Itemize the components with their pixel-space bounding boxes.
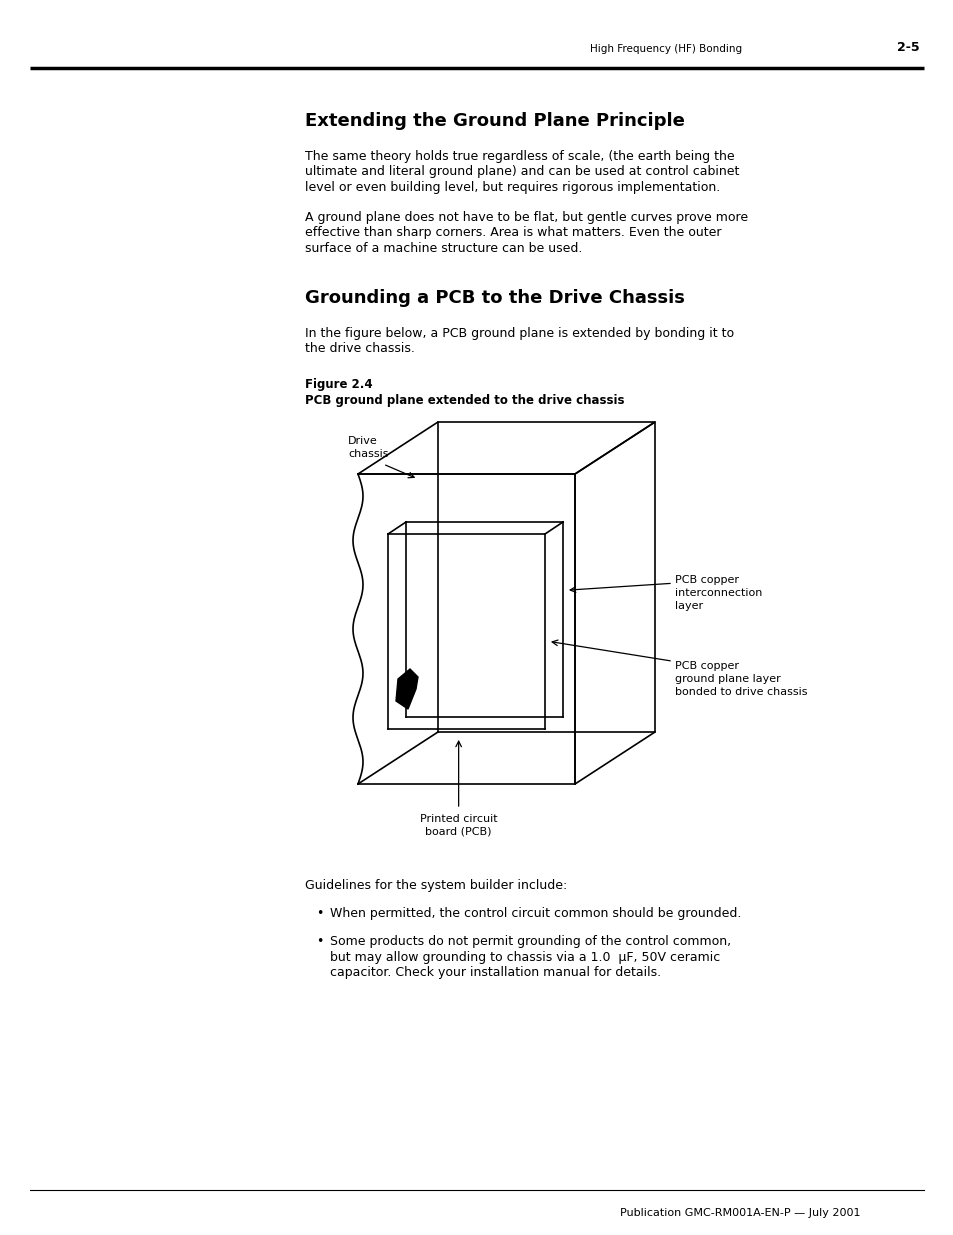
- Text: layer: layer: [675, 601, 702, 611]
- Text: High Frequency (HF) Bonding: High Frequency (HF) Bonding: [589, 44, 741, 54]
- Text: Grounding a PCB to the Drive Chassis: Grounding a PCB to the Drive Chassis: [305, 289, 684, 308]
- Text: The same theory holds true regardless of scale, (the earth being the: The same theory holds true regardless of…: [305, 149, 734, 163]
- Text: ultimate and literal ground plane) and can be used at control cabinet: ultimate and literal ground plane) and c…: [305, 165, 739, 179]
- Text: Extending the Ground Plane Principle: Extending the Ground Plane Principle: [305, 112, 684, 130]
- Text: •: •: [315, 906, 323, 920]
- Polygon shape: [395, 669, 417, 709]
- Text: bonded to drive chassis: bonded to drive chassis: [675, 687, 806, 698]
- Text: PCB copper: PCB copper: [675, 576, 739, 585]
- Text: Drive: Drive: [348, 436, 377, 446]
- Text: effective than sharp corners. Area is what matters. Even the outer: effective than sharp corners. Area is wh…: [305, 226, 720, 240]
- Text: Figure 2.4: Figure 2.4: [305, 378, 373, 391]
- Text: A ground plane does not have to be flat, but gentle curves prove more: A ground plane does not have to be flat,…: [305, 210, 747, 224]
- Text: but may allow grounding to chassis via a 1.0  µF, 50V ceramic: but may allow grounding to chassis via a…: [330, 951, 720, 963]
- Text: interconnection: interconnection: [675, 588, 761, 598]
- Text: Some products do not permit grounding of the control common,: Some products do not permit grounding of…: [330, 935, 730, 948]
- Text: Guidelines for the system builder include:: Guidelines for the system builder includ…: [305, 879, 567, 892]
- Text: Publication GMC-RM001A-EN-P — July 2001: Publication GMC-RM001A-EN-P — July 2001: [619, 1208, 860, 1218]
- Text: Printed circuit: Printed circuit: [419, 814, 497, 824]
- Text: surface of a machine structure can be used.: surface of a machine structure can be us…: [305, 242, 581, 254]
- Text: level or even building level, but requires rigorous implementation.: level or even building level, but requir…: [305, 182, 720, 194]
- Text: In the figure below, a PCB ground plane is extended by bonding it to: In the figure below, a PCB ground plane …: [305, 327, 734, 340]
- Text: ground plane layer: ground plane layer: [675, 674, 780, 684]
- Text: 2-5: 2-5: [897, 41, 919, 54]
- Text: PCB ground plane extended to the drive chassis: PCB ground plane extended to the drive c…: [305, 394, 624, 408]
- Text: •: •: [315, 935, 323, 948]
- Text: chassis: chassis: [348, 450, 388, 459]
- Text: When permitted, the control circuit common should be grounded.: When permitted, the control circuit comm…: [330, 906, 740, 920]
- Text: board (PCB): board (PCB): [425, 827, 492, 837]
- Text: capacitor. Check your installation manual for details.: capacitor. Check your installation manua…: [330, 966, 660, 979]
- Text: the drive chassis.: the drive chassis.: [305, 342, 415, 356]
- Text: PCB copper: PCB copper: [675, 661, 739, 672]
